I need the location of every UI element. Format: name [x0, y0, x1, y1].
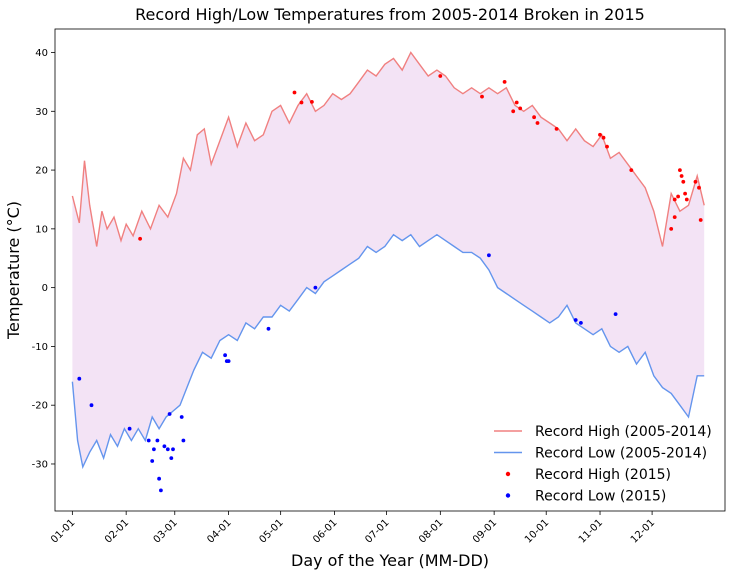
point-record-high-2015: [532, 115, 536, 120]
point-record-low-2015: [165, 447, 170, 452]
y-tick-label: -20: [32, 401, 48, 412]
chart-title: Record High/Low Temperatures from 2005-2…: [135, 5, 645, 24]
legend-entry-label: Record Low (2005-2014): [535, 446, 707, 462]
legend-swatch-marker: [505, 493, 511, 498]
point-record-low-2015: [223, 353, 228, 358]
legend: Record High (2005-2014) Record Low (2005-…: [494, 424, 712, 505]
point-record-low-2015: [613, 312, 618, 316]
point-record-low-2015: [167, 412, 172, 416]
point-record-low-2015: [266, 326, 271, 331]
point-record-high-2015: [678, 168, 682, 173]
y-tick-label: 30: [35, 107, 48, 118]
point-record-high-2015: [292, 90, 297, 95]
legend-entry-label: Record High (2015): [535, 467, 671, 483]
point-record-low-2015: [171, 447, 175, 452]
point-record-high-2015: [554, 126, 559, 131]
point-record-high-2015: [438, 74, 443, 78]
point-record-low-2015: [179, 415, 184, 419]
fill-between-band: [72, 52, 705, 467]
series-line-record-low: [71, 233, 705, 470]
point-record-low-2015: [77, 376, 82, 381]
point-record-low-2015: [579, 321, 583, 325]
point-record-high-2015: [683, 191, 687, 196]
point-record-high-2015: [299, 100, 304, 105]
series-points: [77, 74, 703, 493]
series-lines: [71, 51, 705, 470]
point-record-high-2015: [514, 100, 519, 105]
point-record-low-2015: [155, 438, 160, 443]
y-axis: -30 -20 -10 0 10 20 30 40: [32, 48, 55, 470]
y-tick-label: 40: [35, 48, 48, 59]
point-record-low-2015: [162, 444, 167, 449]
point-record-low-2015: [150, 459, 155, 463]
y-axis-label: Temperature (°C): [4, 201, 23, 340]
point-record-high-2015: [672, 197, 677, 202]
point-record-high-2015: [698, 218, 703, 222]
point-record-low-2015: [157, 476, 162, 481]
point-record-high-2015: [669, 227, 674, 231]
plot-area: [72, 52, 705, 467]
point-record-high-2015: [605, 144, 609, 149]
point-record-low-2015: [127, 426, 132, 431]
point-record-low-2015: [226, 359, 231, 363]
point-record-low-2015: [181, 438, 186, 443]
y-tick-label: -30: [32, 459, 48, 470]
point-record-low-2015: [573, 318, 578, 322]
plot-frame: [54, 28, 726, 512]
point-record-high-2015: [693, 179, 698, 184]
point-record-low-2015: [152, 447, 156, 452]
point-record-high-2015: [535, 121, 540, 125]
point-record-low-2015: [89, 403, 94, 408]
point-record-high-2015: [676, 194, 680, 199]
point-record-high-2015: [697, 185, 701, 190]
y-tick-label: 10: [35, 224, 48, 235]
point-record-high-2015: [679, 174, 684, 178]
legend-entry-label: Record High (2005-2014): [535, 424, 712, 440]
point-record-high-2015: [629, 168, 634, 173]
point-record-high-2015: [684, 197, 689, 202]
y-tick-label: -10: [32, 342, 48, 353]
legend-entry-label: Record Low (2015): [535, 489, 666, 505]
legend-swatch-marker: [505, 471, 511, 477]
point-record-high-2015: [601, 135, 606, 140]
point-record-high-2015: [672, 215, 677, 220]
point-record-low-2015: [146, 438, 151, 443]
series-line-record-high: [71, 51, 705, 247]
point-record-high-2015: [681, 179, 686, 184]
point-record-high-2015: [518, 106, 523, 111]
point-record-low-2015: [313, 285, 318, 290]
y-tick-label: 20: [35, 166, 48, 177]
y-tick-label: 0: [42, 283, 48, 294]
point-record-low-2015: [159, 488, 163, 493]
point-record-high-2015: [138, 236, 143, 241]
point-record-low-2015: [487, 253, 491, 258]
point-record-high-2015: [480, 94, 484, 99]
point-record-low-2015: [169, 456, 174, 460]
point-record-high-2015: [511, 109, 516, 114]
x-axis-label: Day of the Year (MM-DD): [291, 551, 489, 570]
point-record-high-2015: [598, 132, 602, 137]
point-record-high-2015: [310, 100, 314, 104]
point-record-high-2015: [502, 80, 507, 84]
